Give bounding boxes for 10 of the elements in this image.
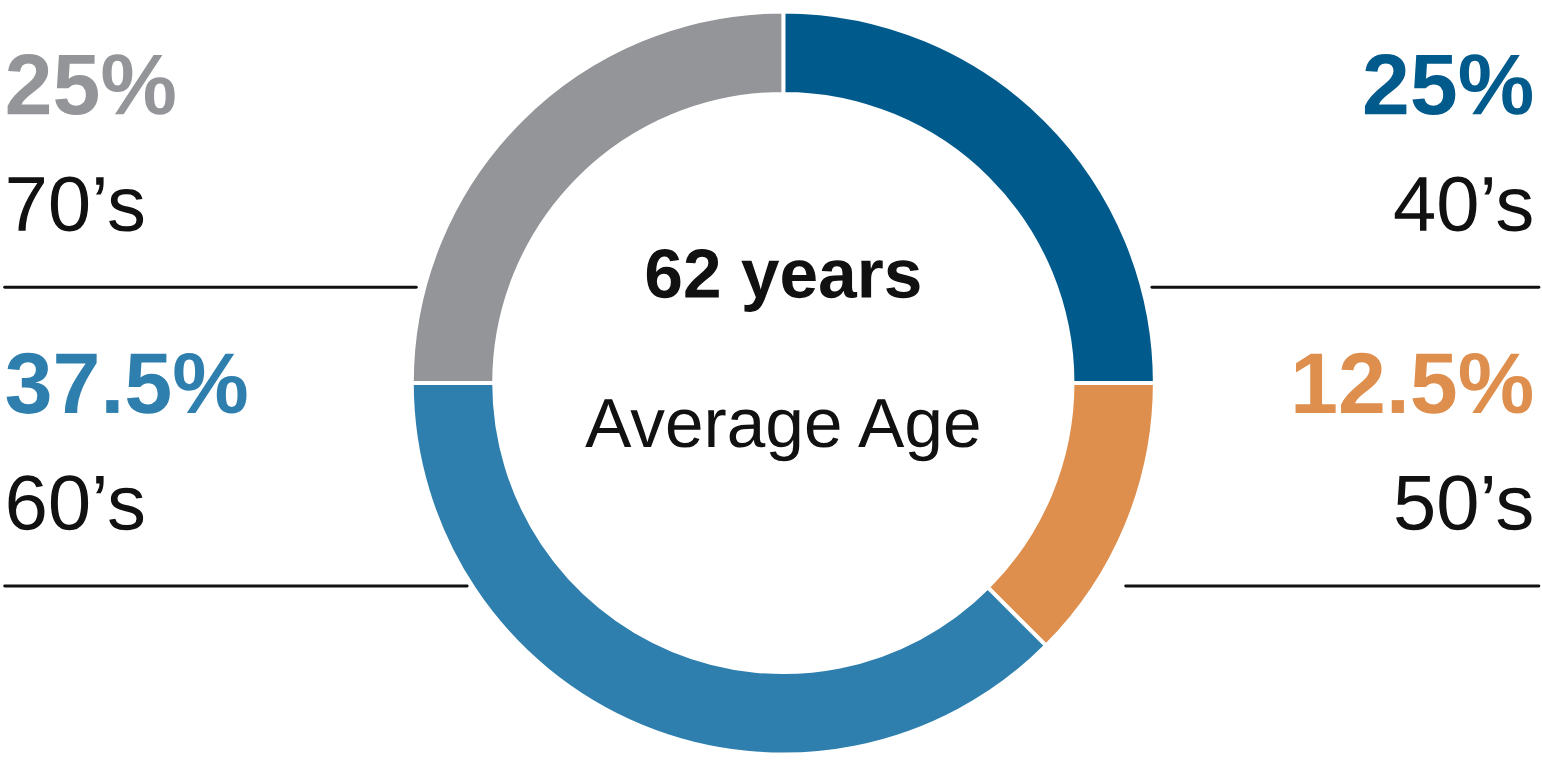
data-label: 37.5%: [6, 352, 247, 414]
slice-label: 40’s: [1394, 176, 1532, 232]
text: Average Age: [585, 399, 979, 462]
data-label: 25%: [7, 54, 175, 116]
slice-label: 60’s: [8, 475, 144, 531]
data-label: 12.5%: [1295, 352, 1533, 414]
slice-label: 50’s: [1396, 475, 1532, 531]
slice-label: 70’s: [8, 176, 144, 232]
text: 62 years: [646, 249, 920, 312]
data-label: 25%: [1364, 54, 1533, 116]
